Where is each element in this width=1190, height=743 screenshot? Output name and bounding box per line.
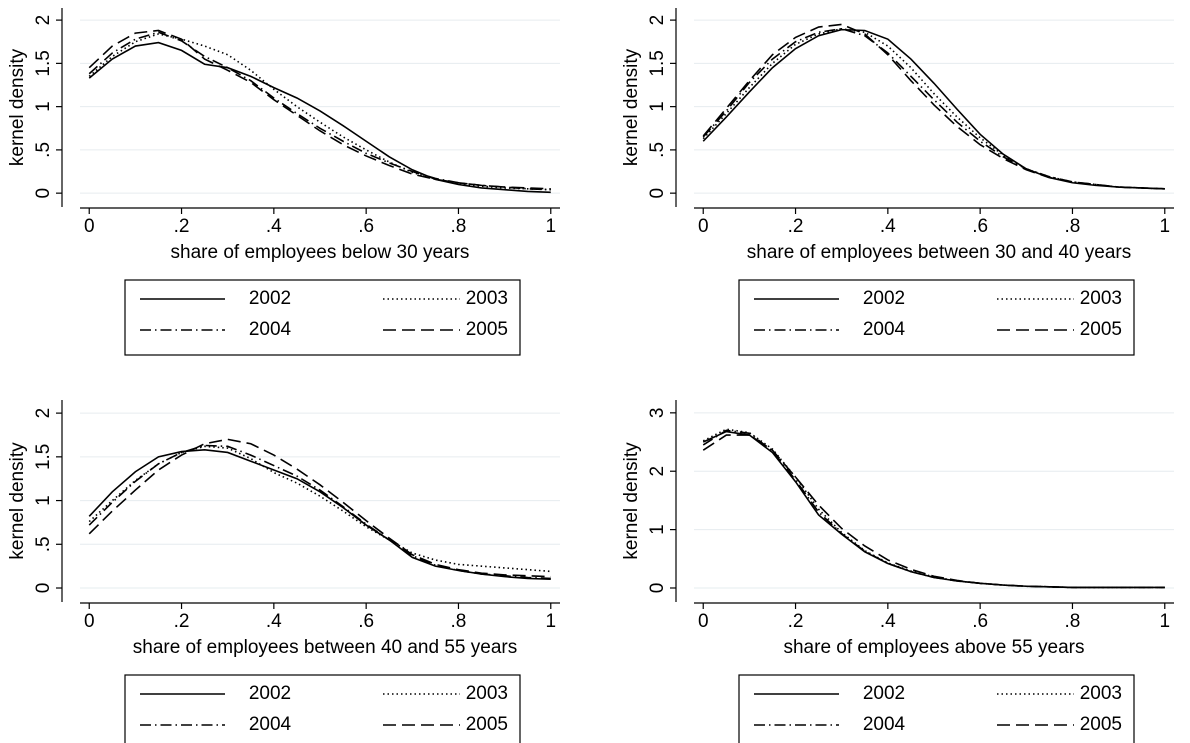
x-tick-label: .2	[788, 216, 804, 237]
y-tick-label: 3	[647, 408, 668, 419]
legend-label: 2002	[863, 683, 905, 704]
y-tick-label: 0	[647, 583, 668, 594]
y-tick-label: 1.5	[33, 50, 54, 76]
legend-label: 2003	[466, 288, 508, 309]
line	[702, 430, 1165, 589]
legend-label: 2005	[1080, 714, 1122, 735]
y-tick-label: 1.5	[33, 444, 54, 470]
y-axis-title: kernel density	[621, 48, 642, 166]
legend-box	[738, 674, 1135, 743]
x-tick-label: .4	[880, 611, 896, 632]
y-tick-label: 1	[33, 495, 54, 506]
x-axis-title: share of employees between 30 and 40 yea…	[747, 242, 1131, 263]
line	[88, 438, 551, 578]
legend-label: 2004	[249, 714, 292, 735]
x-tick-label: 0	[84, 216, 95, 237]
line	[88, 445, 551, 573]
x-tick-label: .8	[1065, 611, 1081, 632]
legend-label: 2004	[863, 319, 906, 340]
x-axis-title: share of employees below 30 years	[171, 242, 470, 263]
panel: 0 .5 1 1.5 2 kernel density 0 .2 .4 .6 .8 1 share of…	[7, 8, 560, 356]
line	[702, 429, 1165, 589]
x-tick-label: .2	[174, 216, 190, 237]
legend-label: 2003	[1080, 288, 1122, 309]
line	[702, 27, 1165, 190]
panel: 0 .5 1 1.5 2 kernel density 0 .2 .4 .6 .8 1 share of…	[7, 400, 560, 743]
legend-label: 2005	[1080, 319, 1122, 340]
y-axis-title: kernel density	[621, 442, 642, 560]
x-tick-label: 0	[698, 216, 709, 237]
x-tick-label: .6	[358, 216, 374, 237]
y-tick-label: .5	[647, 142, 668, 158]
x-axis-title: share of employees above 55 years	[783, 637, 1084, 658]
line	[88, 29, 551, 190]
legend-label: 2004	[249, 319, 292, 340]
y-tick-label: 1	[33, 101, 54, 112]
y-tick-label: 0	[33, 188, 54, 199]
legend-label: 2005	[466, 319, 508, 340]
line	[702, 434, 1165, 589]
legend-label: 2004	[863, 714, 906, 735]
y-tick-label: 1	[647, 101, 668, 112]
x-tick-label: 1	[545, 216, 556, 237]
x-tick-label: .8	[451, 216, 467, 237]
y-axis-title: kernel density	[7, 48, 28, 166]
x-tick-label: .8	[1065, 216, 1081, 237]
line	[702, 27, 1165, 190]
y-tick-label: 2	[33, 408, 54, 419]
x-tick-label: 1	[545, 611, 556, 632]
x-tick-label: 0	[84, 611, 95, 632]
x-tick-label: .4	[266, 611, 282, 632]
x-tick-label: .6	[972, 611, 988, 632]
legend-label: 2002	[249, 288, 291, 309]
y-tick-label: .5	[33, 142, 54, 158]
y-tick-label: 2	[647, 15, 668, 26]
legend-box	[124, 279, 521, 356]
y-tick-label: 0	[33, 583, 54, 594]
line	[88, 444, 551, 580]
legend-label: 2002	[249, 683, 291, 704]
y-tick-label: .5	[33, 536, 54, 552]
panel: 0 .5 1 1.5 2 kernel density 0 .2 .4 .6 .8 1 share of…	[621, 8, 1174, 356]
x-tick-label: .4	[266, 216, 282, 237]
y-tick-label: 0	[647, 188, 668, 199]
legend-label: 2003	[1080, 683, 1122, 704]
x-tick-label: .6	[972, 216, 988, 237]
x-tick-label: .6	[358, 611, 374, 632]
y-tick-label: 2	[33, 15, 54, 26]
y-tick-label: 1.5	[647, 50, 668, 76]
panel: 0 1 2 3 kernel density 0 .2 .4 .6 .8 1 share of emp…	[621, 400, 1174, 743]
legend-label: 2002	[863, 288, 905, 309]
y-tick-label: 1	[647, 524, 668, 535]
x-tick-label: .4	[880, 216, 896, 237]
x-tick-label: .8	[451, 611, 467, 632]
x-tick-label: .2	[174, 611, 190, 632]
line	[702, 28, 1165, 190]
legend-box	[738, 279, 1135, 356]
y-tick-label: 2	[647, 466, 668, 477]
y-axis-title: kernel density	[7, 442, 28, 560]
x-tick-label: 1	[1159, 216, 1170, 237]
legend-label: 2003	[466, 683, 508, 704]
x-tick-label: 0	[698, 611, 709, 632]
legend-label: 2005	[466, 714, 508, 735]
line	[88, 41, 551, 194]
line	[88, 449, 551, 581]
legend-box	[124, 674, 521, 743]
x-tick-label: .2	[788, 611, 804, 632]
line	[702, 23, 1165, 190]
x-axis-title: share of employees between 40 and 55 yea…	[133, 637, 517, 658]
x-tick-label: 1	[1159, 611, 1170, 632]
